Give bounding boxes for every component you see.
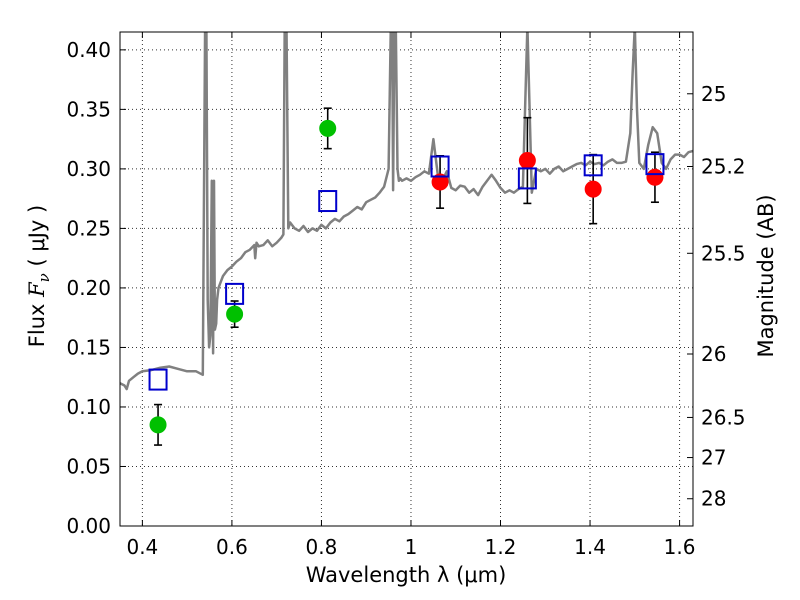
- data-point-marker: [319, 119, 337, 137]
- mag-tick-label: 26.5: [701, 405, 746, 429]
- mag-tick-label: 25: [701, 82, 726, 106]
- axis-ticks: 0.4 0.6 0.8 1 1.2 1.4 1.6 0.00 0.05 0.10 0.15 0.20 0…: [66, 32, 746, 559]
- mag-tick-label: 25.2: [701, 155, 746, 179]
- model-square-marker: [583, 154, 603, 177]
- data-point-marker: [584, 180, 602, 198]
- y-axis-label-unit: ( μJy ): [25, 205, 49, 273]
- x-tick-label: 1.4: [574, 535, 606, 559]
- model-square-marker: [148, 368, 168, 391]
- mag-tick-label: 28: [701, 487, 726, 511]
- data-point-marker: [518, 152, 536, 170]
- x-axis-label: Wavelength λ (μm): [306, 563, 507, 587]
- data-point-marker: [149, 416, 167, 434]
- model-square-marker: [225, 282, 245, 305]
- secondary-y-axis-label: Magnitude (AB): [754, 194, 778, 357]
- y-tick-label: 0.25: [66, 216, 111, 240]
- x-tick-label: 1.6: [664, 535, 696, 559]
- y-tick-label: 0.10: [66, 395, 111, 419]
- x-tick-label: 0.4: [126, 535, 158, 559]
- y-tick-label: 0.15: [66, 335, 111, 359]
- plot-frame: [119, 31, 694, 527]
- x-tick-label: 1: [405, 535, 418, 559]
- model-square-marker: [318, 190, 338, 213]
- template-spectrum-line: [120, 32, 693, 391]
- plot-area: [120, 32, 693, 446]
- y-axis-label-prefix: Flux: [25, 297, 49, 347]
- y-tick-label: 0.00: [66, 514, 111, 538]
- y-tick-label: 0.20: [66, 276, 111, 300]
- x-tick-label: 0.8: [306, 535, 338, 559]
- data-point-marker: [646, 168, 664, 186]
- y-tick-label: 0.40: [66, 38, 111, 62]
- data-point-marker: [431, 173, 449, 191]
- x-tick-label: 1.2: [485, 535, 517, 559]
- y-tick-label: 0.05: [66, 454, 111, 478]
- mag-tick-label: 26: [701, 342, 726, 366]
- mag-tick-label: 27: [701, 446, 726, 470]
- y-axis-label-symbol: F: [25, 281, 49, 298]
- y-axis-label-subscript: ν: [35, 273, 53, 282]
- x-tick-label: 0.6: [216, 535, 248, 559]
- y-tick-label: 0.35: [66, 97, 111, 121]
- data-point-marker: [226, 305, 244, 323]
- model-square-marker: [517, 167, 537, 190]
- y-axis-label: Flux Fν ( μJy ): [25, 205, 53, 347]
- model-square-marker: [645, 153, 665, 176]
- mag-tick-label: 25.5: [701, 241, 746, 265]
- y-tick-label: 0.30: [66, 157, 111, 181]
- model-square-marker: [430, 155, 450, 178]
